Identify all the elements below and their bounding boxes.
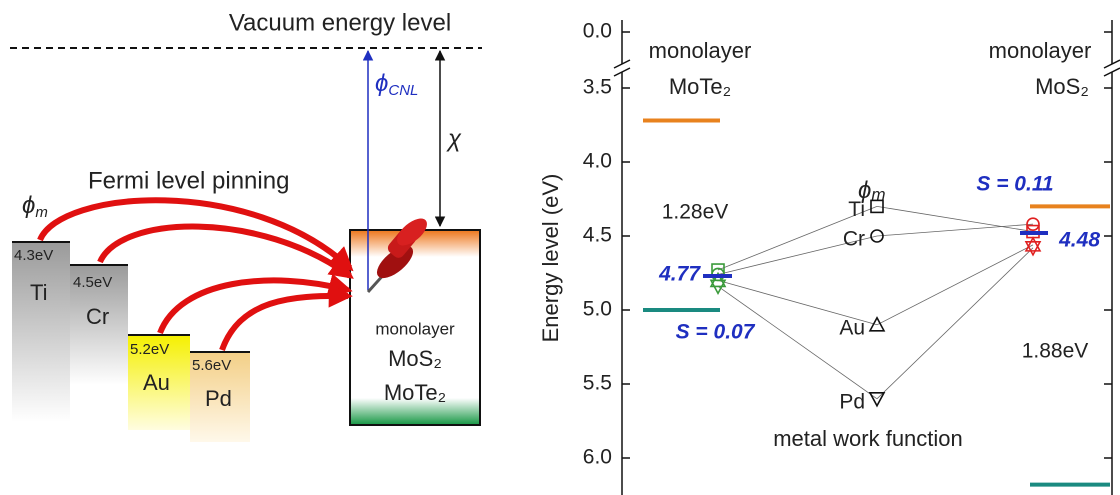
red-arrow — [222, 296, 348, 350]
chi: χ — [446, 125, 462, 152]
metal-name: Au — [839, 316, 865, 339]
metal-name: Au — [143, 370, 170, 395]
column-label: monolayer — [649, 38, 752, 63]
phi-subscript: CNL — [388, 82, 418, 99]
semiconductor-name: MoTe₂ — [384, 380, 446, 405]
metal-block — [12, 242, 70, 422]
semiconductor-label: monolayer — [375, 319, 455, 338]
gap-label: 1.28eV — [662, 201, 729, 224]
phi-cnl: ϕCNL — [375, 70, 418, 99]
pinned-label: 4.48 — [1058, 229, 1100, 252]
left-diagram: Vacuum energy level 4.3eV Ti 4.5eV Cr 5.… — [10, 9, 482, 442]
y-tick-label: 4.0 — [583, 150, 612, 173]
connector — [877, 224, 1033, 236]
pinned-label: 4.77 — [658, 263, 701, 286]
metal-name: Cr — [843, 228, 865, 251]
column-label: monolayer — [989, 38, 1092, 63]
y-tick-label: 3.5 — [583, 76, 612, 99]
metal-marker — [870, 318, 884, 331]
figure: Vacuum energy level 4.3eV Ti 4.5eV Cr 5.… — [0, 0, 1120, 495]
x-axis-label: metal work function — [773, 426, 963, 451]
column-name: MoS₂ — [1035, 74, 1089, 99]
y-tick-label: 6.0 — [583, 446, 612, 469]
work-function: 4.3eV — [14, 247, 53, 264]
work-function: 4.5eV — [73, 274, 112, 291]
metal-name: Ti — [848, 198, 865, 221]
column-name: MoTe₂ — [669, 74, 731, 99]
pinning-label: Fermi level pinning — [88, 167, 289, 194]
vacuum-label: Vacuum energy level — [229, 9, 451, 36]
phi-symbol: ϕ — [375, 70, 388, 97]
semiconductor-name: MoS₂ — [388, 346, 442, 371]
connector — [877, 245, 1033, 325]
metal-name: Cr — [86, 304, 109, 329]
metal-name: Pd — [205, 386, 232, 411]
gap-label: 1.88eV — [1022, 340, 1089, 363]
work-function: 5.2eV — [130, 341, 169, 358]
right-chart: Energy level (eV) metal work function ϕm… — [538, 20, 1120, 495]
y-tick-label: 5.5 — [583, 372, 612, 395]
red-arrow — [160, 280, 348, 333]
slope-label: S = 0.11 — [976, 173, 1053, 196]
red-arrow — [40, 200, 350, 268]
metal-marker — [870, 393, 884, 406]
metal-name: Pd — [839, 390, 865, 413]
y-tick-label: 5.0 — [583, 298, 612, 321]
y-tick-label: 4.5 — [583, 224, 612, 247]
y-axis-label: Energy level (eV) — [538, 174, 563, 343]
phi-symbol: ϕ — [22, 192, 35, 219]
metal-name: Ti — [30, 280, 48, 305]
phi-m: ϕm — [22, 192, 48, 221]
phi-subscript: m — [35, 204, 48, 221]
connector — [877, 248, 1033, 399]
red-arrow — [100, 227, 350, 276]
slope-label: S = 0.07 — [676, 321, 756, 344]
y-tick-label: 0.0 — [583, 20, 612, 43]
connector — [877, 206, 1033, 231]
work-function: 5.6eV — [192, 357, 231, 374]
